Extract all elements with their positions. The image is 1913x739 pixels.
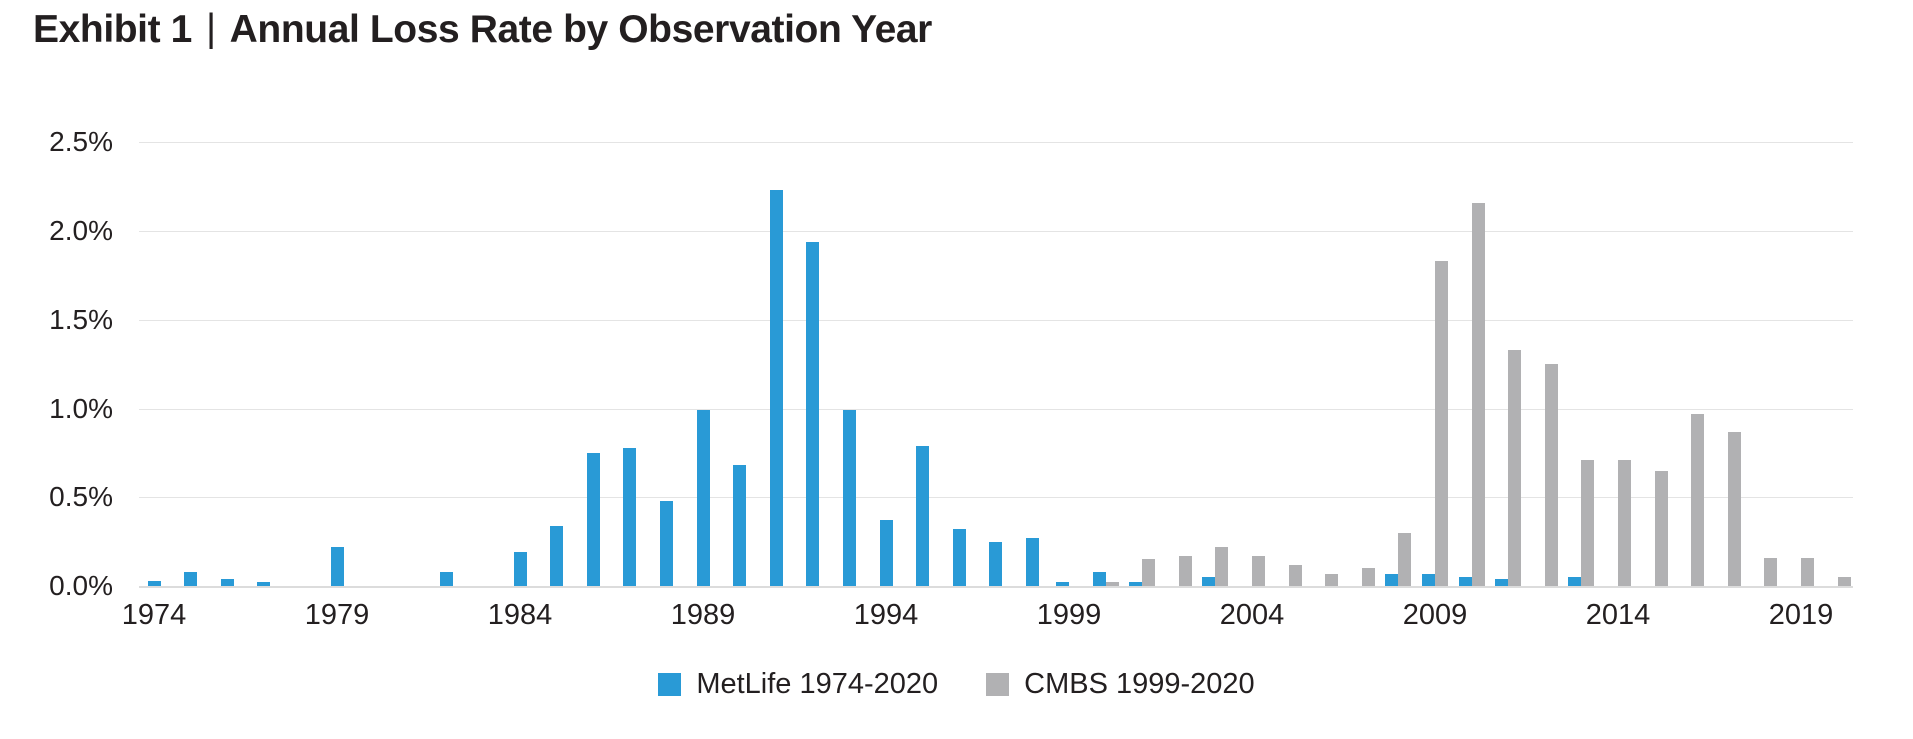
bar-cmbs-2006	[1325, 574, 1338, 586]
x-tick-label: 2009	[1402, 599, 1468, 631]
bar-cmbs-2013	[1581, 460, 1594, 586]
legend-label-metlife: MetLife 1974-2020	[696, 667, 939, 700]
bar-metlife-1993	[843, 410, 856, 586]
bar-metlife-1974	[148, 581, 161, 586]
bar-metlife-1985	[550, 526, 563, 586]
title-separator: |	[205, 7, 216, 50]
bar-metlife-2003	[1202, 577, 1215, 586]
bar-cmbs-2015	[1655, 471, 1668, 586]
bar-cmbs-2016	[1691, 414, 1704, 586]
legend-item-metlife: MetLife 1974-2020	[658, 668, 938, 701]
bar-metlife-1997	[989, 542, 1002, 586]
x-tick-label: 2014	[1585, 599, 1651, 631]
bar-metlife-1975	[184, 572, 197, 586]
bar-cmbs-2010	[1472, 203, 1485, 586]
bar-metlife-1984	[514, 552, 527, 586]
bar-cmbs-2018	[1764, 558, 1777, 586]
y-tick-label: 1.0%	[49, 392, 113, 424]
gridline-2.0%	[139, 231, 1853, 232]
bar-metlife-2009	[1422, 574, 1435, 586]
legend: MetLife 1974-2020 CMBS 1999-2020	[0, 666, 1913, 702]
y-tick-label: 0.0%	[49, 570, 113, 601]
gridline-0.5%	[139, 497, 1853, 499]
x-tick-label: 1999	[1036, 599, 1102, 631]
bar-metlife-2011	[1495, 579, 1508, 586]
y-tick-label: 2.5%	[49, 126, 113, 158]
bar-metlife-1991	[770, 190, 783, 586]
bar-cmbs-2017	[1728, 432, 1741, 586]
y-tick-label: 0.5%	[49, 481, 113, 513]
bar-metlife-1988	[660, 501, 673, 586]
bar-metlife-2000	[1093, 572, 1106, 586]
bar-cmbs-2014	[1618, 460, 1631, 586]
bar-metlife-1982	[440, 572, 453, 586]
bar-metlife-2013	[1568, 577, 1581, 586]
x-tick-label: 1974	[121, 599, 187, 631]
bar-cmbs-2019	[1801, 558, 1814, 586]
bar-cmbs-2004	[1252, 556, 1265, 586]
bar-metlife-1998	[1026, 538, 1039, 586]
bar-metlife-1977	[257, 582, 270, 586]
cmbs-swatch-icon	[986, 672, 1010, 696]
bar-metlife-2001	[1129, 582, 1142, 586]
bar-cmbs-2005	[1289, 565, 1302, 586]
metlife-swatch-icon	[658, 672, 682, 696]
bar-metlife-1986	[587, 453, 600, 586]
x-tick-label: 1984	[487, 599, 553, 631]
exhibit-label: Exhibit 1	[33, 8, 192, 51]
bar-metlife-1999	[1056, 582, 1069, 586]
legend-item-cmbs: CMBS 1999-2020	[986, 668, 1255, 701]
gridline-1.5%	[139, 319, 1853, 321]
x-tick-label: 1979	[304, 599, 370, 631]
bar-cmbs-2000	[1106, 582, 1119, 586]
bar-cmbs-2020	[1838, 577, 1851, 586]
bar-cmbs-2008	[1398, 533, 1411, 586]
chart-title: Exhibit 1 | Annual Loss Rate by Observat…	[33, 7, 933, 52]
x-tick-label: 1989	[670, 599, 736, 631]
bar-metlife-1990	[733, 465, 746, 586]
bar-metlife-1995	[916, 446, 929, 586]
bar-cmbs-2007	[1362, 568, 1375, 586]
bar-metlife-1996	[953, 529, 966, 586]
bar-cmbs-2011	[1508, 350, 1521, 586]
bar-metlife-1989	[697, 410, 710, 586]
bar-cmbs-2002	[1179, 556, 1192, 586]
bar-cmbs-2012	[1545, 364, 1558, 586]
bar-metlife-1992	[806, 242, 819, 586]
bar-metlife-1987	[623, 448, 636, 586]
y-tick-label: 1.5%	[49, 303, 113, 335]
bar-metlife-1979	[331, 547, 344, 586]
legend-label-cmbs: CMBS 1999-2020	[1024, 667, 1255, 700]
bar-metlife-2008	[1385, 574, 1398, 586]
bar-cmbs-2003	[1215, 547, 1228, 586]
x-tick-label: 1994	[853, 599, 919, 631]
gridline-2.5%	[139, 142, 1853, 144]
x-axis-line	[139, 586, 1853, 588]
page-title: Annual Loss Rate by Observation Year	[229, 8, 933, 51]
bar-metlife-1994	[880, 520, 893, 586]
bar-cmbs-2009	[1435, 261, 1448, 586]
x-tick-label: 2019	[1768, 599, 1834, 631]
x-tick-label: 2004	[1219, 599, 1285, 631]
bar-cmbs-2001	[1142, 559, 1155, 586]
gridline-1.0%	[139, 408, 1853, 410]
bar-metlife-1976	[221, 579, 234, 586]
bar-metlife-2010	[1459, 577, 1472, 586]
y-tick-label: 2.0%	[49, 215, 113, 246]
